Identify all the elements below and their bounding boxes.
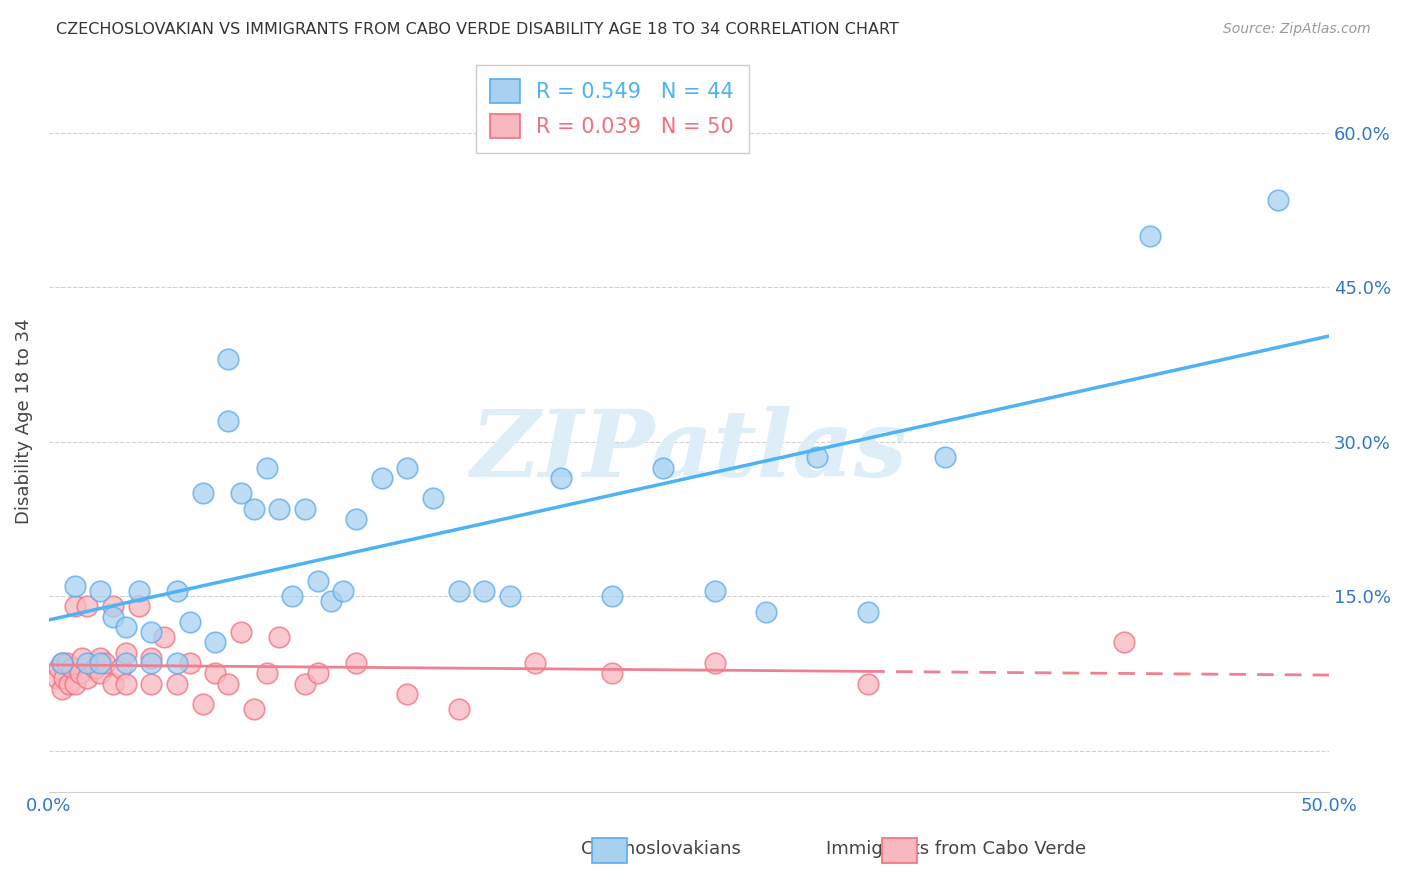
Point — [84, 661, 107, 675]
Point — [101, 599, 124, 614]
Point — [524, 656, 547, 670]
Point — [499, 589, 522, 603]
Point — [141, 651, 163, 665]
Point — [294, 501, 316, 516]
Point — [371, 471, 394, 485]
Point — [51, 656, 73, 670]
Point — [128, 599, 150, 614]
Point — [94, 656, 117, 670]
Point — [934, 450, 956, 465]
Text: Czechoslovakians: Czechoslovakians — [581, 840, 741, 858]
Point — [755, 605, 778, 619]
Point — [396, 460, 419, 475]
Point — [204, 635, 226, 649]
Point — [76, 599, 98, 614]
Text: ZIPatlas: ZIPatlas — [471, 406, 907, 496]
Point — [319, 594, 342, 608]
Point — [229, 486, 252, 500]
Point — [269, 501, 291, 516]
Point — [550, 471, 572, 485]
Point — [48, 661, 70, 675]
Point — [141, 625, 163, 640]
Point — [269, 630, 291, 644]
Y-axis label: Disability Age 18 to 34: Disability Age 18 to 34 — [15, 318, 32, 524]
Text: Source: ZipAtlas.com: Source: ZipAtlas.com — [1223, 22, 1371, 37]
Point — [703, 584, 725, 599]
Point — [652, 460, 675, 475]
Point — [166, 584, 188, 599]
Point — [307, 666, 329, 681]
Point — [242, 702, 264, 716]
Point — [217, 676, 239, 690]
Point — [307, 574, 329, 588]
Point — [447, 584, 470, 599]
Point — [56, 656, 79, 670]
Point — [1139, 229, 1161, 244]
Point — [114, 620, 136, 634]
Point — [153, 630, 176, 644]
Point — [600, 666, 623, 681]
Point — [101, 609, 124, 624]
Point — [179, 656, 201, 670]
Point — [76, 656, 98, 670]
Point — [141, 676, 163, 690]
Point — [89, 656, 111, 670]
Point — [447, 702, 470, 716]
Legend: R = 0.549   N = 44, R = 0.039   N = 50: R = 0.549 N = 44, R = 0.039 N = 50 — [475, 65, 748, 153]
Point — [703, 656, 725, 670]
Point — [63, 676, 86, 690]
Point — [76, 672, 98, 686]
Point — [229, 625, 252, 640]
Point — [242, 501, 264, 516]
Point — [344, 512, 367, 526]
Point — [45, 672, 67, 686]
Point — [89, 584, 111, 599]
Point — [58, 676, 80, 690]
Point — [191, 486, 214, 500]
Point — [89, 666, 111, 681]
Point — [128, 584, 150, 599]
Point — [63, 579, 86, 593]
Point — [204, 666, 226, 681]
Point — [396, 687, 419, 701]
Point — [806, 450, 828, 465]
Point — [600, 589, 623, 603]
Point — [472, 584, 495, 599]
Point — [114, 676, 136, 690]
Point — [110, 661, 132, 675]
Point — [856, 605, 879, 619]
Point — [179, 615, 201, 629]
Point — [114, 656, 136, 670]
Point — [63, 599, 86, 614]
Point — [217, 414, 239, 428]
Point — [422, 491, 444, 506]
Point — [332, 584, 354, 599]
Text: CZECHOSLOVAKIAN VS IMMIGRANTS FROM CABO VERDE DISABILITY AGE 18 TO 34 CORRELATIO: CZECHOSLOVAKIAN VS IMMIGRANTS FROM CABO … — [56, 22, 898, 37]
Point — [217, 352, 239, 367]
Point — [191, 697, 214, 711]
Point — [114, 646, 136, 660]
Point — [281, 589, 304, 603]
Point — [101, 676, 124, 690]
Point — [141, 656, 163, 670]
Point — [256, 666, 278, 681]
Point — [294, 676, 316, 690]
Point — [72, 651, 94, 665]
Text: Immigrants from Cabo Verde: Immigrants from Cabo Verde — [825, 840, 1087, 858]
Point — [166, 656, 188, 670]
Point — [53, 672, 76, 686]
Point — [1114, 635, 1136, 649]
Point — [166, 676, 188, 690]
Point — [60, 661, 83, 675]
Point — [89, 651, 111, 665]
Point — [51, 681, 73, 696]
Point — [856, 676, 879, 690]
Point — [69, 666, 91, 681]
Point — [51, 656, 73, 670]
Point — [344, 656, 367, 670]
Point — [256, 460, 278, 475]
Point — [1267, 193, 1289, 207]
